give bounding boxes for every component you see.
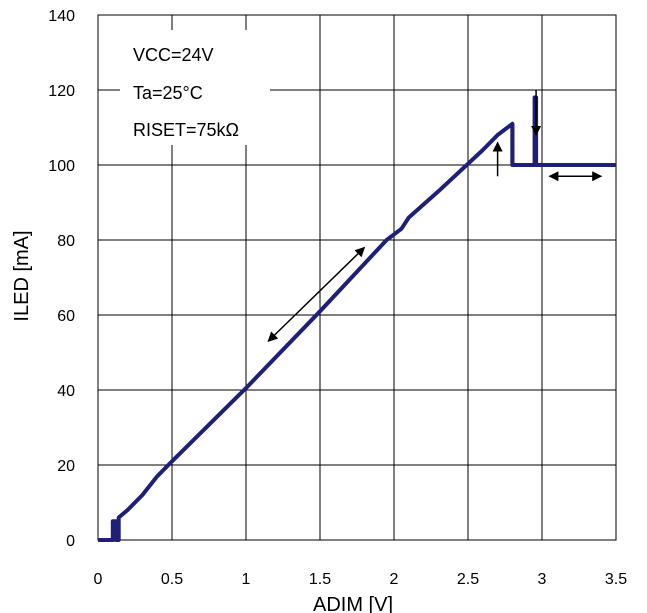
annotation-riset: RISET=75kΩ [133,120,239,140]
y-tick-labels: 0 20 40 60 80 100 120 140 [48,8,75,550]
plot-frame [97,14,617,541]
y-tick-label-7: 140 [48,8,75,25]
annotation-arrow-0 [267,246,366,342]
x-axis-label: ADIM [V] [313,594,393,613]
x-tick-label-2: 1 [242,571,251,588]
y-tick-label-5: 100 [48,158,75,175]
x-tick-label-7: 3.5 [605,571,627,588]
x-tick-label-5: 2.5 [457,571,479,588]
annotation-ta: Ta=25°C [133,83,203,103]
y-tick-label-3: 60 [57,308,75,325]
x-tick-label-1: 0.5 [161,571,183,588]
x-tick-labels: 0 0.5 1 1.5 2 2.5 3 3.5 [94,571,628,588]
y-tick-label-2: 40 [57,383,75,400]
annotation-box: VCC=24V Ta=25°C RISET=75kΩ [120,30,270,145]
annotation-vcc: VCC=24V [133,45,214,65]
y-tick-label-1: 20 [57,458,75,475]
series-layer [98,95,616,542]
y-tick-label-6: 120 [48,83,75,100]
y-tick-label-4: 80 [57,233,75,250]
x-tick-label-0: 0 [94,571,103,588]
y-tick-label-0: 0 [66,533,75,550]
series-line-rising [98,95,616,542]
x-tick-label-6: 3 [538,571,547,588]
x-tick-label-4: 2 [390,571,399,588]
y-axis-label: ILED [mA] [11,230,33,321]
x-tick-label-3: 1.5 [309,571,331,588]
arrow-layer [267,90,603,342]
